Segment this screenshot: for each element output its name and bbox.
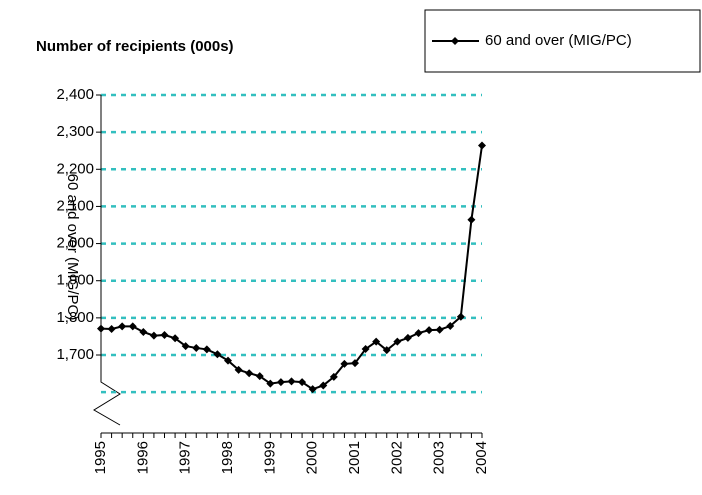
y-tick-label: 1,900 [56,272,94,289]
x-tick-label: 2004 [473,441,490,474]
data-point [393,337,402,346]
data-point [213,350,222,359]
data-point [361,345,370,354]
axis-break [93,370,121,426]
data-point [149,331,158,340]
y-tick-label: 1,800 [56,309,94,326]
data-point [171,334,180,343]
data-point [467,215,476,224]
data-point [414,329,423,338]
y-tick-label: 2,000 [56,235,94,252]
x-tick-label: 1999 [261,441,278,474]
data-point [107,325,116,333]
data-point [266,379,275,388]
x-tick-label: 1998 [219,441,236,474]
data-point [287,377,296,386]
data-point [446,322,455,331]
chart-title: Number of recipients (000s) [36,38,234,55]
x-tick-label: 2003 [431,441,448,474]
data-point [255,372,264,381]
data-point [118,322,127,331]
y-tick-label: 2,100 [56,197,94,214]
data-point [298,378,307,387]
data-point [329,372,338,381]
data-point [160,330,169,339]
x-tick-label: 2002 [388,441,405,474]
series-line [100,145,483,391]
data-point [319,381,328,390]
x-tick-label: 2001 [346,441,363,474]
legend-marker [451,37,459,45]
y-tick-label: 1,700 [56,346,94,363]
x-tick-label: 1996 [134,441,151,474]
data-point [340,359,349,368]
y-axis-label: 60 and over (MIG/PC) [64,174,81,321]
x-tick-label: 1995 [92,441,109,474]
data-point [202,345,211,354]
data-point [435,325,444,334]
data-point [308,385,317,394]
data-point [403,333,412,342]
x-tick-label: 2000 [304,441,321,474]
data-point [478,141,486,150]
legend: 60 and over (MIG/PC) [424,9,701,73]
data-point [351,359,359,368]
y-tick-label: 2,300 [56,123,94,140]
y-tick-label: 2,400 [56,86,94,103]
data-point [276,378,285,387]
data-point [456,312,465,321]
legend-label: 60 and over (MIG/PC) [485,32,632,49]
x-tick-label: 1997 [177,441,194,474]
y-tick-label: 2,200 [56,160,94,177]
data-point [425,326,434,335]
data-point [234,365,243,374]
data-point [245,369,254,378]
data-point [181,342,190,351]
data-point [372,337,381,346]
data-point [139,327,148,336]
data-point [224,356,232,365]
data-point [382,346,391,355]
data-point [192,343,201,352]
data-point [128,322,137,331]
data-point [97,324,105,333]
